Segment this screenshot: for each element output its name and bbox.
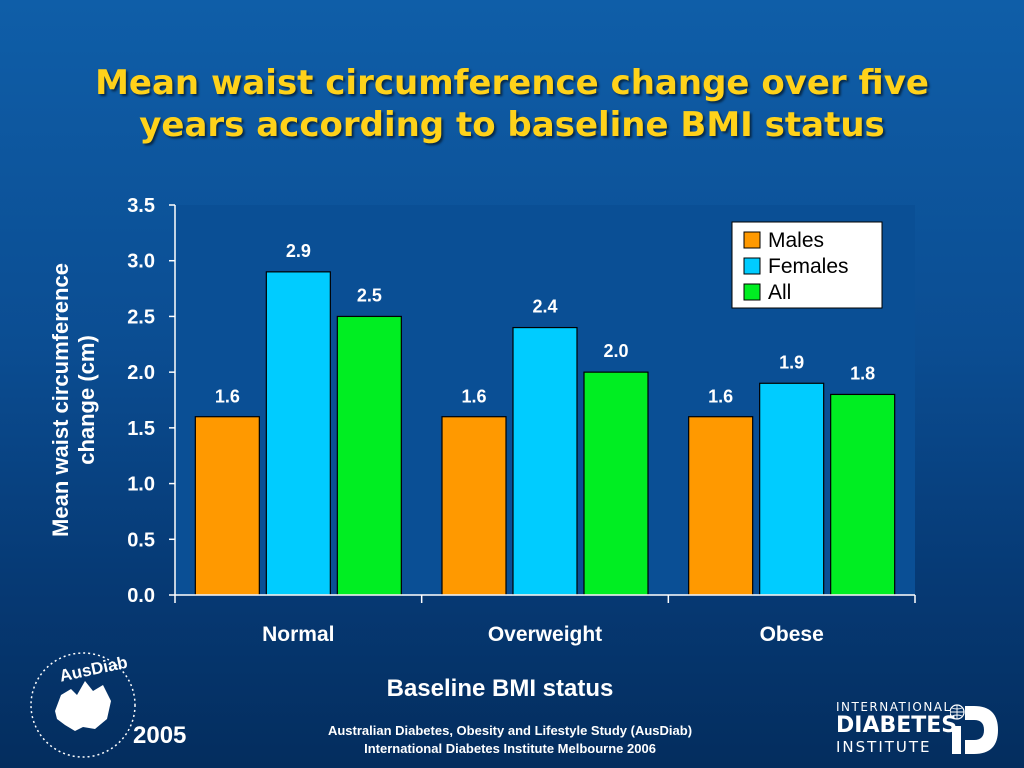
idi-logo-mark-icon <box>950 704 998 754</box>
y-tick-label: 0.5 <box>127 529 155 551</box>
data-label: 1.6 <box>215 387 240 407</box>
bar-males <box>194 416 260 596</box>
bar-females <box>265 271 331 596</box>
footer: Australian Diabetes, Obesity and Lifesty… <box>290 722 730 758</box>
idi-logo-line-2: DIABETES <box>836 713 958 738</box>
y-tick-label: 1.0 <box>127 474 155 496</box>
x-tick-label: Overweight <box>488 623 602 646</box>
bar-females <box>759 382 825 596</box>
y-tick-label: 3.5 <box>127 195 155 217</box>
ausdiab-logo-wordmark: AusDiab <box>58 653 129 686</box>
bar-all <box>336 315 402 596</box>
australia-map-icon <box>55 681 111 731</box>
x-tick-label: Normal <box>262 623 334 646</box>
data-label: 2.4 <box>532 297 557 317</box>
data-label: 1.9 <box>779 352 804 372</box>
y-axis-label-line-2: change (cm) <box>74 335 99 465</box>
legend-label-males: Males <box>768 229 824 252</box>
year-label: 2005 <box>133 722 187 749</box>
bar-all <box>583 371 649 596</box>
footer-line-2: International Diabetes Institute Melbour… <box>364 741 656 756</box>
legend: Males Females All <box>731 221 883 309</box>
footer-line-1: Australian Diabetes, Obesity and Lifesty… <box>327 723 693 738</box>
y-tick-label: 2.5 <box>127 306 155 328</box>
data-label: 2.9 <box>286 241 311 261</box>
legend-swatch-males <box>743 231 761 249</box>
legend-swatch-females <box>743 257 761 275</box>
data-label: 1.8 <box>850 363 875 383</box>
legend-label-females: Females <box>768 255 849 278</box>
y-tick-label: 1.5 <box>127 418 155 440</box>
y-tick-label: 3.0 <box>127 251 155 273</box>
x-tick-label: Obese <box>760 623 824 646</box>
idi-logo: INTERNATIONAL DIABETES INSTITUTE <box>836 698 1001 758</box>
data-label: 1.6 <box>708 387 733 407</box>
slide-title: Mean waist circumference change over fiv… <box>95 63 929 145</box>
bar-males <box>688 416 754 596</box>
idi-logo-line-1: INTERNATIONAL <box>836 700 952 714</box>
idi-logo-line-3: INSTITUTE <box>836 738 932 756</box>
y-tick-label: 2.0 <box>127 362 155 384</box>
y-axis-label: Mean waist circumferencechange (cm) <box>48 263 99 537</box>
bar-all <box>830 393 896 596</box>
legend-swatch-all <box>743 283 761 301</box>
logo-ring <box>30 652 136 758</box>
x-axis-label: Baseline BMI status <box>386 675 614 702</box>
y-tick-label: 0.0 <box>127 585 155 607</box>
bar-females <box>512 326 578 596</box>
bar-males <box>441 416 507 596</box>
ausdiab-logo: AusDiab <box>30 652 136 758</box>
legend-label-all: All <box>768 281 791 304</box>
data-label: 2.0 <box>603 341 628 361</box>
data-label: 1.6 <box>461 387 486 407</box>
data-label: 2.5 <box>357 285 382 305</box>
y-axis-label-line-1: Mean waist circumference <box>48 263 73 537</box>
